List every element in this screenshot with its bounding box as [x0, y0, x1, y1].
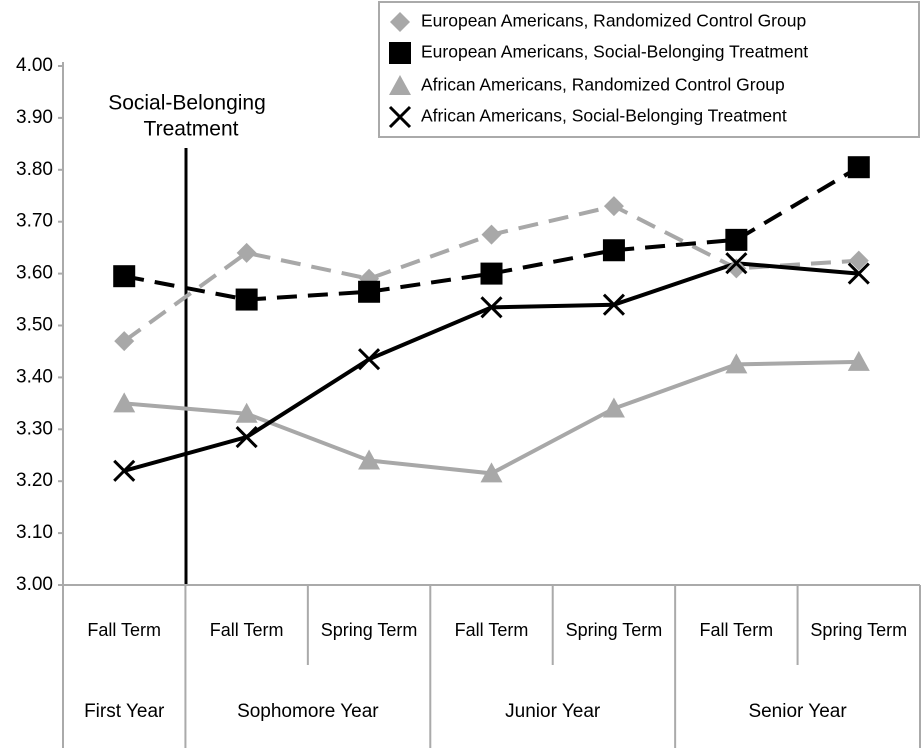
marker	[389, 42, 411, 64]
marker	[389, 75, 411, 95]
x-tick-label: Spring Term	[321, 620, 418, 640]
y-tick-label: 3.50	[16, 315, 53, 336]
marker	[602, 397, 625, 418]
marker	[480, 262, 503, 285]
marker	[235, 426, 258, 449]
y-tick-label: 3.20	[16, 470, 53, 491]
y-tick-label: 3.90	[16, 107, 53, 128]
marker	[114, 331, 135, 352]
marker	[358, 348, 381, 371]
x-tick-label: Fall Term	[210, 620, 284, 640]
marker	[847, 262, 870, 285]
marker	[726, 258, 747, 279]
x-tick-label: Fall Term	[455, 620, 529, 640]
legend-box	[378, 1, 920, 138]
marker	[603, 196, 624, 217]
marker	[480, 462, 503, 483]
y-tick-label: 3.00	[16, 574, 53, 595]
y-tick-label: 3.70	[16, 211, 53, 232]
x-tick-label: Fall Term	[87, 620, 161, 640]
marker	[235, 402, 258, 423]
y-tick-label: 3.60	[16, 263, 53, 284]
marker	[847, 350, 870, 371]
marker	[235, 288, 258, 311]
y-tick-label: 3.10	[16, 522, 53, 543]
annotation: Social-Belonging	[108, 92, 266, 115]
marker	[480, 296, 503, 319]
marker	[847, 156, 870, 179]
legend-label: African Americans, Social-Belonging Trea…	[421, 106, 787, 126]
marker	[113, 265, 136, 288]
marker	[725, 228, 748, 251]
legend-label: African Americans, Randomized Control Gr…	[421, 75, 785, 95]
marker	[358, 280, 381, 303]
group-label: Sophomore Year	[237, 701, 379, 722]
group-label: Senior Year	[748, 701, 847, 722]
marker	[358, 449, 381, 470]
annotation: Treatment	[144, 118, 239, 141]
series-line	[124, 359, 859, 476]
y-tick-label: 4.00	[16, 55, 53, 76]
y-tick-label: 3.80	[16, 159, 53, 180]
marker	[388, 105, 412, 129]
series-line	[123, 261, 859, 473]
marker	[848, 250, 869, 271]
legend: European Americans, Randomized Control G…	[378, 1, 920, 138]
group-label: Junior Year	[505, 701, 601, 722]
marker	[725, 353, 748, 374]
legend-label: European Americans, Randomized Control G…	[421, 11, 806, 31]
group-label: First Year	[84, 701, 165, 722]
marker	[113, 459, 136, 482]
marker	[236, 242, 257, 263]
legend-label: European Americans, Social-Belonging Tre…	[421, 42, 808, 62]
y-tick-label: 3.30	[16, 418, 53, 439]
x-tick-label: Spring Term	[810, 620, 907, 640]
marker	[602, 239, 625, 262]
y-tick-label: 3.40	[16, 366, 53, 387]
marker	[602, 293, 625, 316]
marker	[481, 224, 502, 245]
x-tick-label: Fall Term	[700, 620, 774, 640]
marker	[390, 12, 410, 32]
marker	[725, 252, 748, 275]
x-tick-label: Spring Term	[566, 620, 663, 640]
marker	[113, 392, 136, 413]
